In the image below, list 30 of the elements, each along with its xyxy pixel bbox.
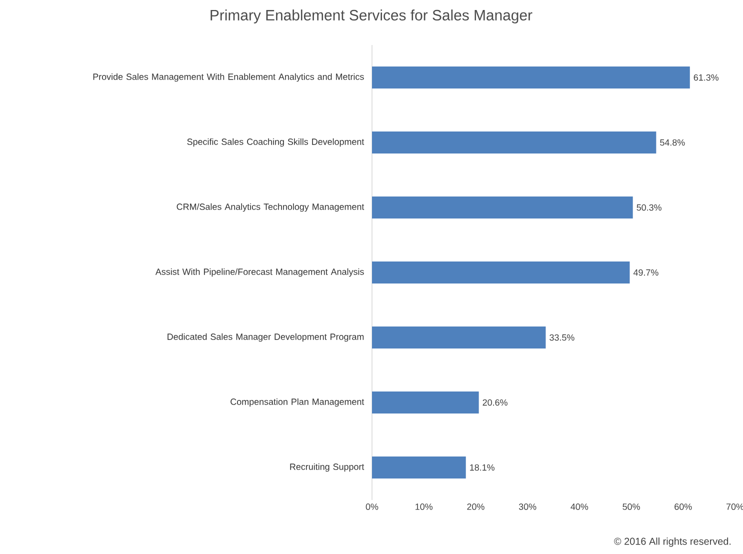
chart-title: Primary Enablement Services for Sales Manager [210, 10, 532, 24]
x-tick-label: 40% [570, 504, 588, 510]
bar [372, 196, 633, 219]
data-label: 54.8% [660, 139, 685, 146]
data-label: 50.3% [636, 204, 662, 211]
data-label: 61.3% [694, 74, 719, 81]
bar [372, 132, 656, 154]
y-tick-label: Recruiting Support [290, 463, 364, 472]
x-tick-label: 10% [416, 504, 433, 510]
x-tick-label: 0% [366, 504, 378, 510]
data-label: 49.7% [633, 269, 658, 276]
data-label: 20.6% [482, 399, 508, 406]
bar [372, 66, 690, 88]
data-label: 33.5% [550, 334, 574, 341]
bar [372, 456, 466, 479]
x-tick-label: 50% [622, 504, 640, 510]
x-tick-label: 60% [674, 504, 692, 510]
y-tick-label: Assist With Pipeline/Forecast Management Analysis [155, 268, 364, 277]
y-tick-label: Specific Sales Coaching Skills Development [187, 138, 364, 147]
bar [372, 326, 546, 349]
data-label: 18.1% [470, 464, 494, 471]
y-tick-label: Compensation Plan Management [230, 398, 364, 407]
y-tick-label: Provide Sales Management With Enablement Analytics and Metrics [93, 73, 364, 82]
y-tick-label: Dedicated Sales Manager Development Program [168, 333, 364, 342]
y-tick-label: CRM/Sales Analytics Technology Management [176, 203, 364, 212]
bar [372, 262, 630, 284]
x-tick-label: 20% [467, 504, 484, 510]
bar [372, 392, 479, 414]
text: © 2016 All rights reserved. [614, 538, 731, 547]
x-tick-label: 30% [518, 504, 536, 510]
